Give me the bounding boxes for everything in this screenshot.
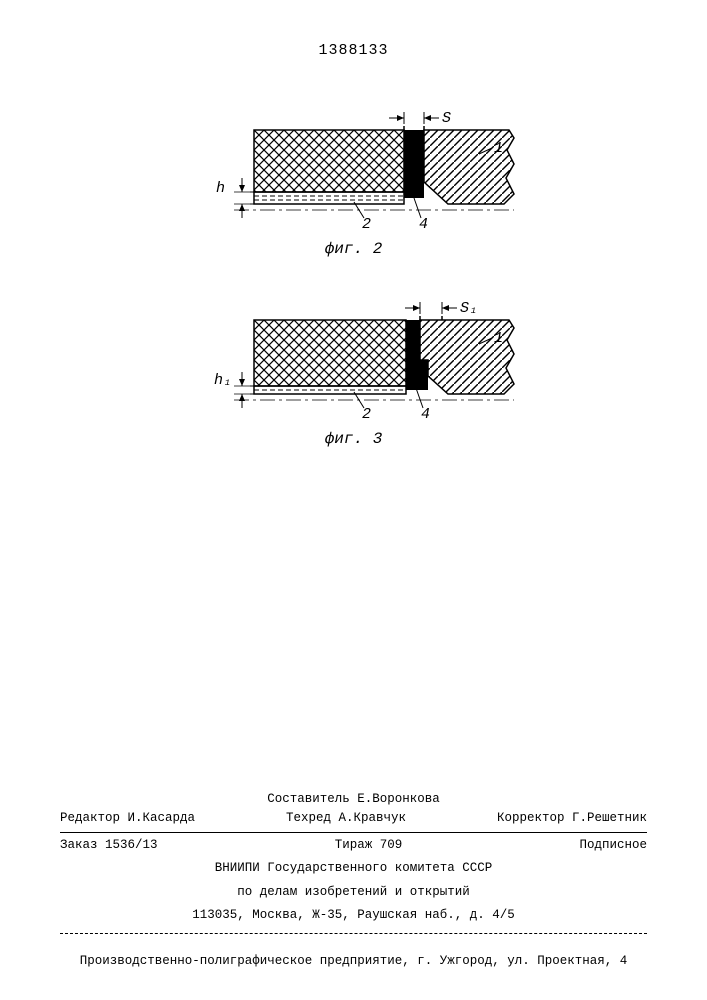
label-4: 4: [421, 406, 430, 423]
figure-3-caption: фиг. 3: [325, 430, 383, 448]
printrun-value: 709: [380, 838, 403, 852]
label-h: h: [216, 180, 225, 197]
divider: [60, 832, 647, 833]
editor-name: И.Касарда: [128, 811, 196, 825]
crosshatch-zone: [254, 320, 406, 386]
label-s1: S₁: [460, 300, 478, 317]
tech-label: Техред: [286, 811, 331, 825]
dimension-s: S: [389, 110, 451, 127]
order-label: Заказ: [60, 838, 98, 852]
footer: Производственно-полиграфическое предприя…: [60, 954, 647, 968]
label-4: 4: [419, 216, 428, 233]
label-1: 1: [494, 330, 503, 347]
figure-2-caption: фиг. 2: [325, 240, 383, 258]
document-number: 1388133: [318, 42, 388, 59]
dimension-h: h: [216, 178, 256, 218]
dimension-s1: S₁: [405, 300, 478, 317]
compiler-name: Е.Воронкова: [357, 792, 440, 806]
org-line-2: по делам изобретений и открытий: [60, 883, 647, 902]
label-2: 2: [362, 216, 371, 233]
editor-label: Редактор: [60, 811, 120, 825]
crosshatch-zone: [254, 130, 404, 192]
dashed-zone: [254, 386, 406, 394]
label-h1: h₁: [214, 372, 232, 389]
divider: [60, 933, 647, 934]
credits-block: Составитель Е.Воронкова Редактор И.Касар…: [60, 790, 647, 937]
compiler-label: Составитель: [267, 792, 350, 806]
dashed-zone: [254, 192, 404, 204]
figure-2: S h 1 2: [194, 100, 514, 270]
printrun-label: Тираж: [335, 838, 373, 852]
black-insert: [404, 130, 424, 198]
label-1: 1: [494, 140, 503, 157]
corrector-label: Корректор: [497, 811, 565, 825]
dimension-h1: h₁: [214, 372, 256, 408]
label-2: 2: [362, 406, 371, 423]
page: 1388133: [0, 0, 707, 1000]
order-number: 1536/13: [105, 838, 158, 852]
tech-name: А.Кравчук: [339, 811, 407, 825]
figure-3: S₁ h₁ 1 2: [194, 290, 514, 460]
org-line-1: ВНИИПИ Государственного комитета СССР: [60, 859, 647, 878]
corrector-name: Г.Решетник: [572, 811, 647, 825]
address-1: 113035, Москва, Ж-35, Раушская наб., д. …: [60, 906, 647, 925]
subscription: Подписное: [579, 836, 647, 855]
label-s: S: [442, 110, 451, 127]
